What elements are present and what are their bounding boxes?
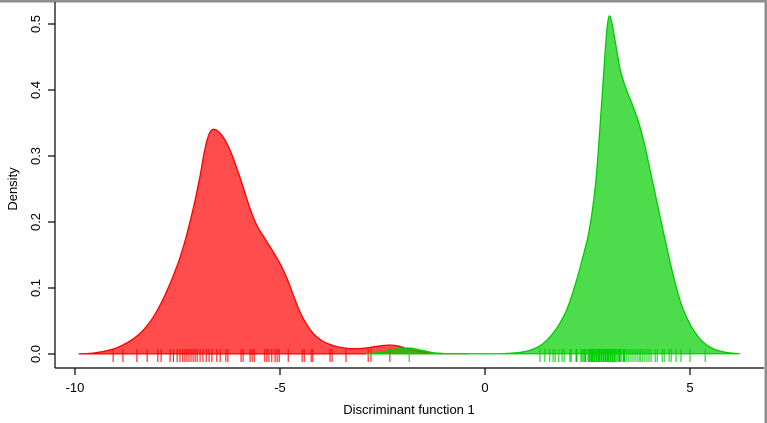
y-tick-label: 0.3 xyxy=(28,147,43,165)
frame-top-edge xyxy=(0,0,767,3)
x-axis-title: Discriminant function 1 xyxy=(343,402,475,417)
y-tick-label: 0.2 xyxy=(28,213,43,231)
y-tick-label: 0.0 xyxy=(28,345,43,363)
x-tick-label: -10 xyxy=(66,380,85,395)
group-1-red-density-area xyxy=(78,128,470,355)
y-axis-title: Density xyxy=(5,167,20,211)
axes: -10 -5 0 5 0.0 0.1 0.2 0.3 0.4 0.5 xyxy=(28,2,764,395)
y-tick-label: 0.5 xyxy=(28,15,43,33)
group-2-green-density-rug xyxy=(408,349,706,362)
y-tick-label: 0.4 xyxy=(28,81,43,99)
x-tick-label: 5 xyxy=(686,380,693,395)
group-1-red-density-rug xyxy=(112,349,391,362)
density-series xyxy=(78,15,740,362)
frame-right-edge xyxy=(764,0,767,423)
x-tick-label: -5 xyxy=(274,380,286,395)
x-tick-label: 0 xyxy=(481,380,488,395)
y-tick-label: 0.1 xyxy=(28,279,43,297)
group-2-green-density-area xyxy=(365,15,740,355)
